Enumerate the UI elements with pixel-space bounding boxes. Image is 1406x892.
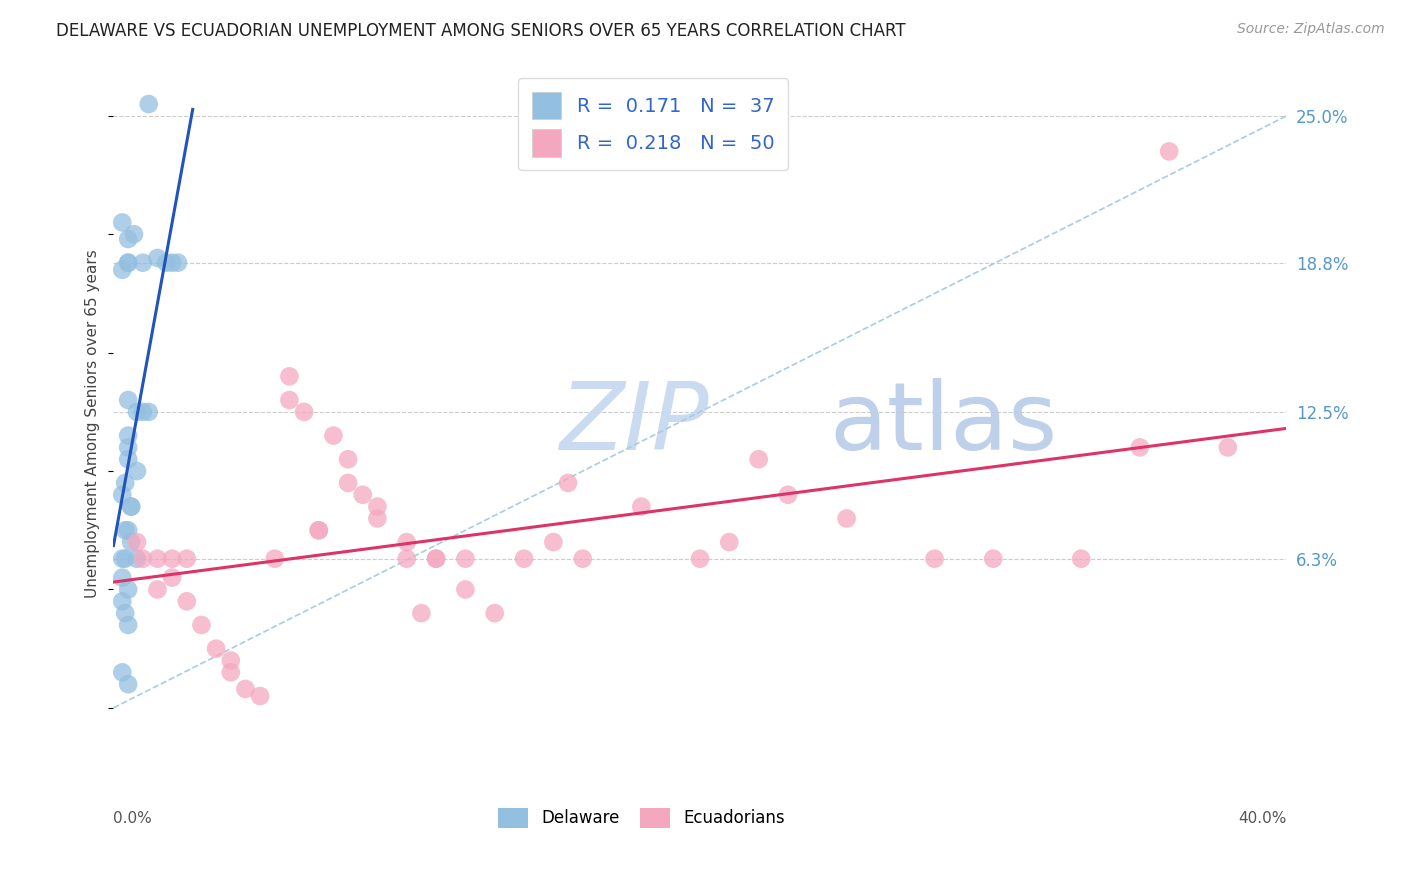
Point: [322, 428, 344, 442]
Point: [543, 535, 565, 549]
Point: [249, 689, 271, 703]
Y-axis label: Unemployment Among Seniors over 65 years: Unemployment Among Seniors over 65 years: [86, 250, 100, 599]
Point: [366, 511, 388, 525]
Point: [718, 535, 741, 549]
Point: [138, 97, 160, 112]
Point: [513, 551, 536, 566]
Text: atlas: atlas: [830, 377, 1057, 470]
Point: [117, 441, 139, 455]
Legend: Delaware, Ecuadorians: Delaware, Ecuadorians: [491, 801, 792, 835]
Point: [981, 551, 1004, 566]
Point: [117, 452, 139, 467]
Point: [111, 488, 134, 502]
Text: 40.0%: 40.0%: [1239, 811, 1286, 826]
Point: [125, 405, 148, 419]
Point: [114, 551, 136, 566]
Point: [484, 606, 506, 620]
Point: [114, 606, 136, 620]
Point: [155, 256, 177, 270]
Point: [263, 551, 285, 566]
Point: [122, 227, 145, 242]
Point: [835, 511, 858, 525]
Point: [571, 551, 593, 566]
Point: [205, 641, 228, 656]
Point: [125, 535, 148, 549]
Point: [425, 551, 447, 566]
Point: [117, 256, 139, 270]
Point: [219, 665, 242, 680]
Point: [395, 535, 418, 549]
Point: [557, 475, 579, 490]
Point: [146, 582, 169, 597]
Point: [117, 523, 139, 537]
Point: [111, 571, 134, 585]
Point: [689, 551, 711, 566]
Point: [117, 392, 139, 407]
Point: [308, 523, 330, 537]
Point: [120, 500, 142, 514]
Point: [117, 582, 139, 597]
Point: [924, 551, 946, 566]
Point: [117, 256, 139, 270]
Point: [114, 523, 136, 537]
Point: [395, 551, 418, 566]
Point: [235, 681, 257, 696]
Point: [138, 405, 160, 419]
Point: [454, 551, 477, 566]
Point: [160, 571, 183, 585]
Point: [125, 464, 148, 478]
Point: [425, 551, 447, 566]
Point: [146, 551, 169, 566]
Point: [292, 405, 315, 419]
Point: [176, 594, 198, 608]
Point: [308, 523, 330, 537]
Point: [190, 618, 212, 632]
Point: [1070, 551, 1092, 566]
Point: [111, 215, 134, 229]
Point: [114, 475, 136, 490]
Point: [125, 551, 148, 566]
Point: [366, 500, 388, 514]
Point: [120, 500, 142, 514]
Text: Source: ZipAtlas.com: Source: ZipAtlas.com: [1237, 22, 1385, 37]
Point: [1129, 441, 1152, 455]
Point: [219, 653, 242, 667]
Point: [337, 452, 360, 467]
Text: 0.0%: 0.0%: [114, 811, 152, 826]
Point: [132, 551, 155, 566]
Point: [776, 488, 799, 502]
Point: [160, 551, 183, 566]
Point: [352, 488, 374, 502]
Point: [117, 618, 139, 632]
Point: [120, 535, 142, 549]
Point: [111, 665, 134, 680]
Point: [1216, 441, 1239, 455]
Point: [278, 369, 301, 384]
Point: [337, 475, 360, 490]
Point: [111, 262, 134, 277]
Point: [117, 428, 139, 442]
Point: [176, 551, 198, 566]
Point: [411, 606, 433, 620]
Point: [160, 256, 183, 270]
Point: [630, 500, 652, 514]
Point: [117, 232, 139, 246]
Point: [278, 392, 301, 407]
Point: [167, 256, 190, 270]
Point: [454, 582, 477, 597]
Text: ZIP: ZIP: [560, 378, 709, 469]
Point: [111, 551, 134, 566]
Point: [1159, 145, 1181, 159]
Point: [111, 594, 134, 608]
Point: [146, 251, 169, 265]
Point: [117, 677, 139, 691]
Point: [132, 256, 155, 270]
Point: [748, 452, 770, 467]
Text: DELAWARE VS ECUADORIAN UNEMPLOYMENT AMONG SENIORS OVER 65 YEARS CORRELATION CHAR: DELAWARE VS ECUADORIAN UNEMPLOYMENT AMON…: [56, 22, 905, 40]
Point: [132, 405, 155, 419]
